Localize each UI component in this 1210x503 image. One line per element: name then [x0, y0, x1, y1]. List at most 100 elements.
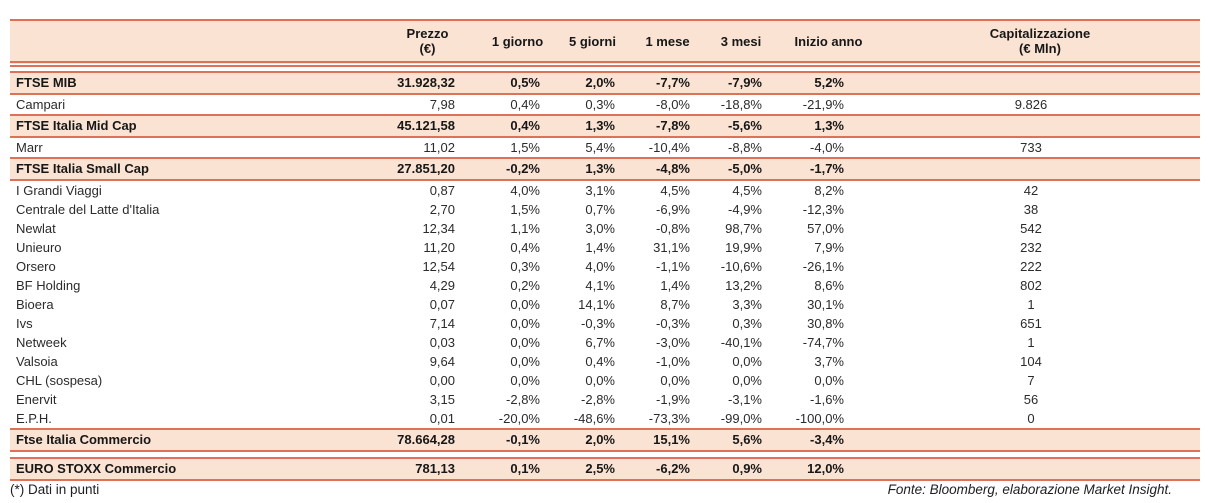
cell-prezzo: 0,00 — [429, 373, 455, 388]
cell-instrument-name: E.P.H. — [16, 411, 52, 426]
cell-3-mesi: -18,8% — [720, 97, 762, 112]
cell-3-mesi: 5,6% — [705, 428, 777, 452]
cell-3-mesi: -5,0% — [705, 157, 777, 181]
cell-1-mese: -4,8% — [630, 157, 705, 181]
cell-instrument-name: Newlat — [16, 221, 56, 236]
cell-inizio-anno: 57,0% — [807, 221, 844, 236]
cell-capitalizzazione: 1 — [1027, 335, 1035, 350]
cell-3-mesi: 3,3% — [732, 297, 762, 312]
cell-capitalizzazione: 651 — [1020, 316, 1042, 331]
cell-prezzo: 9,64 — [429, 354, 455, 369]
cell-inizio-anno: -21,9% — [802, 97, 844, 112]
cell-instrument-name: FTSE MIB — [10, 71, 375, 95]
cell-instrument-name: Bioera — [16, 297, 54, 312]
cell-instrument-name: Ivs — [16, 316, 33, 331]
cell-capitalizzazione: 802 — [1020, 278, 1042, 293]
cell-instrument-name: Netweek — [16, 335, 67, 350]
col-header-1-giorno: 1 giorno — [480, 19, 555, 67]
table-row: FTSE MIB 31.928,32 0,5% 2,0% -7,7% -7,9%… — [10, 71, 1200, 95]
cell-5-giorni: 0,4% — [585, 354, 615, 369]
cell-capitalizzazione: 1 — [1027, 297, 1035, 312]
table-row: Valsoia 9,64 0,0% 0,4% -1,0% 0,0% 3,7% 1… — [10, 352, 1200, 371]
cell-inizio-anno: 1,3% — [777, 114, 880, 138]
cell-capitalizzazione: 9.826 — [1014, 97, 1048, 112]
cell-1-giorno: -0,2% — [480, 157, 555, 181]
header-row: Prezzo (€) 1 giorno 5 giorni 1 mese 3 me… — [10, 19, 1200, 67]
cell-1-giorno: 0,4% — [510, 240, 540, 255]
table-footer: (*) Dati in punti Fonte: Bloomberg, elab… — [10, 482, 1200, 497]
col-header-capitalizzazione-line1: Capitalizzazione — [989, 26, 1091, 41]
cell-prezzo: 12,54 — [422, 259, 455, 274]
cell-capitalizzazione: 232 — [1020, 240, 1042, 255]
cell-1-mese: 31,1% — [653, 240, 690, 255]
table-body: FTSE MIB 31.928,32 0,5% 2,0% -7,7% -7,9%… — [10, 64, 1200, 481]
cell-1-mese: 8,7% — [660, 297, 690, 312]
cell-1-mese: -6,9% — [656, 202, 690, 217]
cell-prezzo: 78.664,28 — [375, 428, 480, 452]
cell-inizio-anno: 3,7% — [814, 354, 844, 369]
col-header-prezzo: Prezzo (€) — [375, 19, 480, 67]
cell-prezzo: 45.121,58 — [375, 114, 480, 138]
table-row: I Grandi Viaggi 0,87 4,0% 3,1% 4,5% 4,5%… — [10, 180, 1200, 200]
cell-inizio-anno: -3,4% — [777, 428, 880, 452]
cell-5-giorni: 3,0% — [585, 221, 615, 236]
cell-prezzo: 11,20 — [423, 240, 455, 255]
cell-capitalizzazione: 7 — [1027, 373, 1035, 388]
cell-1-mese: -3,0% — [656, 335, 690, 350]
table-row: Newlat 12,34 1,1% 3,0% -0,8% 98,7% 57,0%… — [10, 219, 1200, 238]
cell-inizio-anno: 0,0% — [814, 373, 844, 388]
cell-capitalizzazione — [880, 114, 1200, 138]
cell-1-mese: 15,1% — [630, 428, 705, 452]
cell-inizio-anno: -100,0% — [795, 411, 844, 426]
cell-instrument-name: I Grandi Viaggi — [16, 183, 102, 198]
table-row: Bioera 0,07 0,0% 14,1% 8,7% 3,3% 30,1% 1 — [10, 295, 1200, 314]
cell-capitalizzazione — [880, 71, 1200, 95]
cell-3-mesi: -7,9% — [705, 71, 777, 95]
cell-inizio-anno: 8,6% — [814, 278, 844, 293]
cell-prezzo: 12,34 — [422, 221, 455, 236]
cell-inizio-anno: -1,6% — [810, 392, 844, 407]
cell-capitalizzazione: 104 — [1020, 354, 1042, 369]
cell-1-giorno: 1,5% — [510, 140, 540, 155]
cell-inizio-anno: 7,9% — [814, 240, 844, 255]
cell-1-mese: -73,3% — [648, 411, 690, 426]
source-attribution: Fonte: Bloomberg, elaborazione Market In… — [887, 482, 1172, 497]
cell-capitalizzazione: 42 — [1023, 183, 1039, 198]
cell-prezzo: 31.928,32 — [375, 71, 480, 95]
cell-capitalizzazione: 222 — [1020, 259, 1042, 274]
col-header-prezzo-line2: (€) — [419, 41, 436, 56]
col-header-1-mese: 1 mese — [630, 19, 705, 67]
cell-1-giorno: 0,4% — [510, 97, 540, 112]
cell-inizio-anno: 30,1% — [807, 297, 844, 312]
cell-5-giorni: 1,4% — [585, 240, 615, 255]
cell-1-mese: -7,8% — [630, 114, 705, 138]
table-row: Enervit 3,15 -2,8% -2,8% -1,9% -3,1% -1,… — [10, 390, 1200, 409]
cell-3-mesi: 98,7% — [725, 221, 762, 236]
cell-prezzo: 0,87 — [429, 183, 455, 198]
table-row: EURO STOXX Commercio 781,13 0,1% 2,5% -6… — [10, 457, 1200, 481]
cell-1-mese: -1,0% — [656, 354, 690, 369]
table-row: Orsero 12,54 0,3% 4,0% -1,1% -10,6% -26,… — [10, 257, 1200, 276]
cell-inizio-anno: 12,0% — [777, 457, 880, 481]
cell-instrument-name: Centrale del Latte d'Italia — [16, 202, 160, 217]
cell-1-mese: -0,8% — [656, 221, 690, 236]
cell-5-giorni: 0,0% — [585, 373, 615, 388]
cell-inizio-anno: -12,3% — [802, 202, 844, 217]
cell-prezzo: 0,07 — [429, 297, 455, 312]
cell-5-giorni: 1,3% — [555, 157, 630, 181]
cell-5-giorni: 0,7% — [585, 202, 615, 217]
cell-1-giorno: 0,3% — [510, 259, 540, 274]
cell-instrument-name: Enervit — [16, 392, 57, 407]
table-row: FTSE Italia Mid Cap 45.121,58 0,4% 1,3% … — [10, 114, 1200, 138]
cell-5-giorni: 0,3% — [585, 97, 615, 112]
cell-inizio-anno: -74,7% — [802, 335, 844, 350]
cell-inizio-anno: 8,2% — [814, 183, 844, 198]
cell-1-giorno: 1,5% — [510, 202, 540, 217]
cell-1-giorno: 0,4% — [480, 114, 555, 138]
table-row: Centrale del Latte d'Italia 2,70 1,5% 0,… — [10, 200, 1200, 219]
table-header: Prezzo (€) 1 giorno 5 giorni 1 mese 3 me… — [10, 19, 1200, 67]
cell-5-giorni: -48,6% — [573, 411, 615, 426]
cell-inizio-anno: -26,1% — [802, 259, 844, 274]
cell-5-giorni: 14,1% — [578, 297, 615, 312]
cell-1-giorno: 1,1% — [510, 221, 540, 236]
